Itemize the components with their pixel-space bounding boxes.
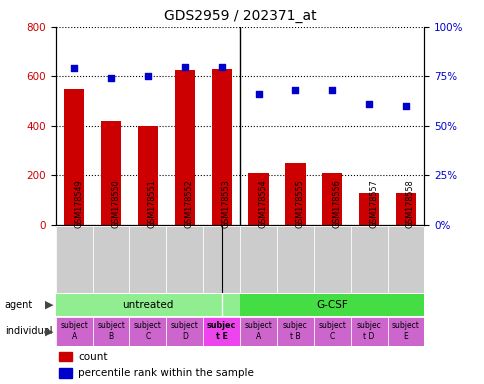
- Bar: [313, 226, 350, 293]
- Bar: [166, 226, 203, 293]
- Point: [254, 91, 262, 97]
- Bar: [240, 317, 276, 346]
- Point: [217, 63, 225, 70]
- Bar: [137, 126, 158, 225]
- Bar: [56, 226, 92, 293]
- Bar: [174, 70, 195, 225]
- Bar: [350, 226, 387, 293]
- Bar: [203, 226, 240, 293]
- Text: subjec
t B: subjec t B: [282, 321, 307, 341]
- Bar: [129, 226, 166, 293]
- Bar: [56, 294, 240, 316]
- Bar: [64, 89, 84, 225]
- Bar: [321, 173, 342, 225]
- Text: subject
A: subject A: [244, 321, 272, 341]
- Text: subjec
t E: subjec t E: [207, 321, 236, 341]
- Bar: [358, 193, 378, 225]
- Text: GSM178557: GSM178557: [368, 179, 378, 228]
- Text: G-CSF: G-CSF: [316, 300, 348, 310]
- Text: GSM178550: GSM178550: [111, 179, 120, 228]
- Text: GSM178549: GSM178549: [74, 179, 83, 228]
- Text: agent: agent: [5, 300, 33, 310]
- Bar: [60, 368, 72, 377]
- Point: [107, 75, 115, 81]
- Text: subject
B: subject B: [97, 321, 125, 341]
- Text: subject
E: subject E: [391, 321, 419, 341]
- Point: [181, 63, 188, 70]
- Bar: [92, 317, 129, 346]
- Bar: [60, 352, 72, 361]
- Bar: [166, 317, 203, 346]
- Point: [401, 103, 409, 109]
- Text: ▶: ▶: [45, 300, 53, 310]
- Bar: [211, 69, 231, 225]
- Text: subject
C: subject C: [134, 321, 162, 341]
- Bar: [248, 173, 268, 225]
- Text: GSM178552: GSM178552: [184, 179, 194, 228]
- Point: [144, 73, 151, 79]
- Bar: [240, 226, 276, 293]
- Text: untreated: untreated: [122, 300, 173, 310]
- Text: GSM178554: GSM178554: [258, 179, 267, 228]
- Bar: [92, 226, 129, 293]
- Text: subject
C: subject C: [318, 321, 346, 341]
- Text: individual: individual: [5, 326, 52, 336]
- Bar: [240, 294, 424, 316]
- Bar: [101, 121, 121, 225]
- Text: GSM178551: GSM178551: [148, 179, 157, 228]
- Text: GSM178558: GSM178558: [405, 179, 414, 228]
- Text: GSM178553: GSM178553: [221, 179, 230, 228]
- Point: [364, 101, 372, 107]
- Text: subjec
t D: subjec t D: [356, 321, 381, 341]
- Bar: [387, 226, 424, 293]
- Bar: [276, 226, 313, 293]
- Point: [70, 65, 78, 71]
- Bar: [203, 317, 240, 346]
- Text: count: count: [78, 352, 107, 362]
- Text: percentile rank within the sample: percentile rank within the sample: [78, 368, 253, 378]
- Text: subject
D: subject D: [170, 321, 198, 341]
- Point: [328, 87, 335, 93]
- Point: [291, 87, 299, 93]
- Title: GDS2959 / 202371_at: GDS2959 / 202371_at: [164, 9, 316, 23]
- Bar: [276, 317, 313, 346]
- Text: subject
A: subject A: [60, 321, 88, 341]
- Bar: [350, 317, 387, 346]
- Bar: [313, 317, 350, 346]
- Bar: [285, 163, 305, 225]
- Bar: [387, 317, 424, 346]
- Text: ▶: ▶: [45, 326, 53, 336]
- Text: GSM178555: GSM178555: [295, 179, 304, 228]
- Bar: [129, 317, 166, 346]
- Text: GSM178556: GSM178556: [332, 179, 341, 228]
- Bar: [56, 317, 92, 346]
- Bar: [395, 193, 415, 225]
